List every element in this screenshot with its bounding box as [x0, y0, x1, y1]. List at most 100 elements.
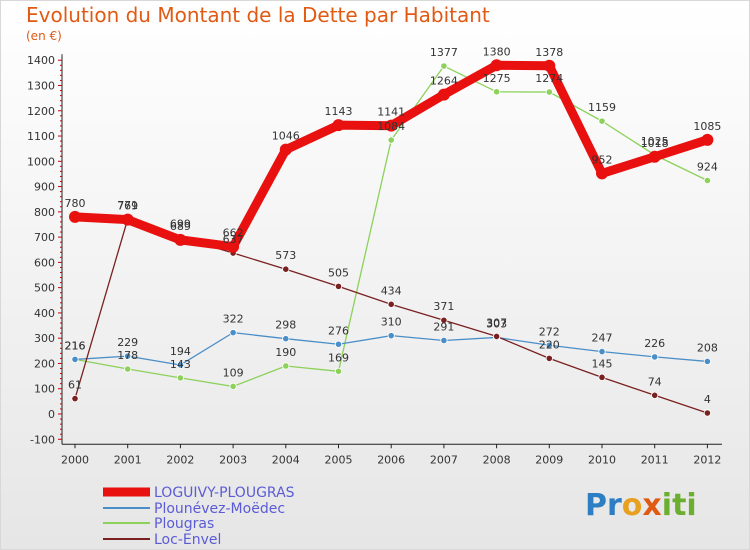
data-point — [176, 374, 184, 382]
data-label: 169 — [328, 351, 349, 364]
data-label: 699 — [170, 217, 191, 230]
data-label: 303 — [486, 317, 507, 330]
data-label: 307 — [486, 316, 507, 329]
y-tick-label: 700 — [34, 231, 55, 244]
x-tick-label: 2008 — [483, 453, 511, 466]
data-label: 1380 — [483, 45, 511, 58]
data-label: 1084 — [377, 120, 405, 133]
x-tick-label: 2001 — [114, 453, 142, 466]
data-point — [334, 340, 343, 348]
data-point — [492, 332, 501, 341]
legend-label: Loc-Envel — [154, 532, 221, 548]
data-label: 190 — [275, 346, 296, 359]
x-tick-label: 2011 — [641, 453, 669, 466]
data-label: 434 — [381, 284, 402, 297]
data-point — [490, 59, 503, 72]
x-tick-label: 2009 — [535, 453, 563, 466]
data-label: 298 — [275, 319, 296, 332]
y-tick-label: 600 — [34, 256, 55, 269]
data-point — [71, 394, 79, 403]
y-tick-label: 500 — [34, 282, 55, 295]
y-tick-label: 1100 — [27, 130, 55, 143]
data-label: 291 — [433, 320, 454, 333]
data-point — [440, 336, 448, 345]
data-label: 689 — [170, 220, 191, 233]
data-label: 4 — [704, 393, 711, 406]
data-point — [545, 341, 553, 349]
x-tick-label: 2003 — [219, 453, 247, 466]
x-tick-label: 2005 — [325, 453, 353, 466]
data-point — [121, 213, 134, 226]
data-label: 216 — [65, 339, 86, 352]
data-label: 771 — [117, 199, 138, 212]
data-point — [387, 300, 395, 308]
data-point — [545, 354, 553, 363]
data-point — [651, 353, 659, 361]
data-point — [282, 335, 290, 343]
data-point — [227, 240, 240, 253]
data-label: 145 — [592, 357, 613, 370]
data-label: 247 — [592, 332, 613, 345]
chart-title: Evolution du Montant de la Dette par Hab… — [26, 3, 490, 27]
data-label: 322 — [223, 313, 244, 326]
data-point — [492, 88, 501, 96]
data-point — [334, 282, 343, 290]
data-label: 216 — [65, 339, 86, 352]
data-label: 61 — [68, 379, 82, 392]
legend-label: Plougras — [154, 516, 214, 532]
y-tick-label: 800 — [34, 206, 55, 219]
data-label: 1274 — [535, 72, 563, 85]
proxiti-logo: Proxiti — [585, 488, 697, 523]
x-tick-label: 2002 — [166, 453, 194, 466]
x-tick-label: 2006 — [377, 453, 405, 466]
data-point — [703, 357, 712, 366]
chart-subtitle: (en €) — [26, 29, 62, 43]
data-point — [229, 329, 237, 337]
legend-label: Plounévez-Moëdec — [154, 501, 285, 517]
y-tick-label: 1000 — [27, 155, 55, 168]
data-label: 109 — [223, 366, 244, 379]
y-tick-label: 1300 — [27, 79, 55, 92]
data-label: 371 — [433, 300, 454, 313]
data-label: 229 — [117, 336, 138, 349]
data-label: 952 — [592, 153, 613, 166]
data-label: 1046 — [272, 130, 300, 143]
data-label: 1025 — [641, 135, 669, 148]
y-tick-label: 1200 — [27, 105, 55, 118]
y-tick-label: 300 — [34, 332, 55, 345]
data-label: 505 — [328, 266, 349, 279]
data-point — [440, 62, 448, 70]
y-tick-label: 0 — [48, 408, 55, 421]
data-point — [596, 167, 608, 180]
data-point — [543, 59, 556, 72]
data-label: 310 — [381, 316, 402, 329]
data-point — [71, 355, 79, 364]
data-label: 662 — [223, 227, 244, 240]
data-point — [387, 332, 395, 340]
data-label: 276 — [328, 324, 349, 337]
y-tick-label: 400 — [34, 307, 55, 320]
data-label: 208 — [697, 341, 718, 354]
y-tick-label: 100 — [34, 383, 55, 396]
data-label: 637 — [223, 233, 244, 246]
data-point — [598, 347, 606, 356]
x-tick-label: 2000 — [61, 453, 89, 466]
data-label: 1275 — [483, 72, 511, 85]
data-label: 143 — [170, 358, 191, 371]
data-label: 780 — [65, 197, 86, 210]
data-point — [176, 361, 184, 369]
data-label: 1159 — [588, 101, 616, 114]
data-point — [437, 88, 450, 101]
data-point — [545, 88, 553, 96]
data-point — [648, 150, 661, 163]
data-label: 178 — [117, 349, 138, 362]
data-point — [703, 176, 712, 185]
data-point — [174, 233, 187, 246]
data-label: 1018 — [641, 137, 669, 150]
data-label: 1141 — [377, 106, 405, 119]
data-point — [282, 265, 290, 273]
data-label: 272 — [539, 325, 560, 338]
x-tick-label: 2010 — [588, 453, 616, 466]
